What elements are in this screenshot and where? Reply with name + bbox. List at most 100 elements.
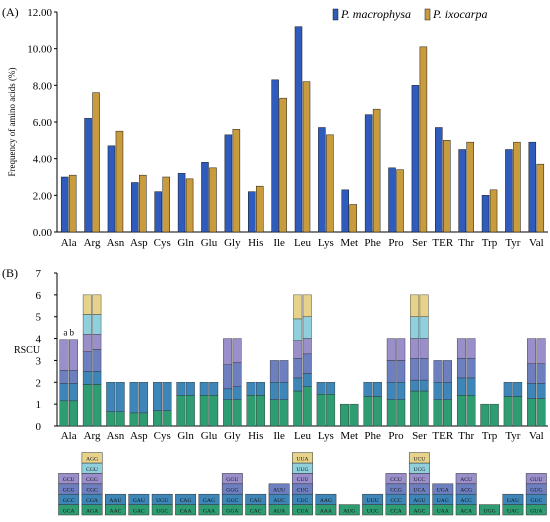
codon-label: GUG xyxy=(530,488,542,494)
x-tick-label: Tyr xyxy=(505,430,520,442)
bar-p-ixocarpa xyxy=(372,108,381,233)
rscu-segment-ugc xyxy=(153,410,162,427)
rscu-segment-ggu xyxy=(223,338,233,366)
rscu-segment-aca xyxy=(456,395,466,427)
codon-label: ACU xyxy=(460,477,472,483)
rscu-segment-guu xyxy=(536,338,546,364)
rscu-segment-ggg xyxy=(223,364,233,390)
codon-label: UAU xyxy=(507,498,519,504)
rscu-segment-cuc xyxy=(302,373,312,387)
x-tick-label: Pro xyxy=(388,237,404,249)
rscu-segment-acu xyxy=(466,338,476,359)
codon-label: AGA xyxy=(86,508,98,514)
x-tick-label: Thr xyxy=(458,430,474,442)
bar-p-ixocarpa xyxy=(162,176,170,233)
codon-label: CCG xyxy=(390,488,402,494)
rscu-segment-cgu xyxy=(92,314,102,335)
codon-label: UCA xyxy=(413,488,425,494)
codon-label: UAA xyxy=(437,508,449,514)
codon-cell xyxy=(128,493,150,505)
codon-cell xyxy=(432,483,454,495)
codon-label: CAC xyxy=(250,508,262,514)
x-tick-label: Gln xyxy=(177,237,194,249)
x-tick-label: Leu xyxy=(294,430,312,442)
rscu-segment-ucg xyxy=(419,316,429,339)
codon-label: CUC xyxy=(297,498,309,504)
rscu-segment-cga xyxy=(82,371,92,385)
codon-label: CUG xyxy=(297,488,309,494)
bar-p-macrophysa xyxy=(341,189,350,233)
rscu-segment-ccg xyxy=(396,360,406,383)
y-axis-label: Frequency of amino acids (%) xyxy=(7,68,17,177)
codon-label: UUC xyxy=(367,508,379,514)
codon-label: GCA xyxy=(63,508,75,514)
rscu-segment-gcg xyxy=(68,370,78,384)
rscu-segment-gcc xyxy=(68,383,78,402)
rscu-segment-uau xyxy=(513,382,523,397)
rscu-segment-gua xyxy=(536,398,546,427)
rscu-segment-acu xyxy=(456,338,466,359)
bar-p-ixocarpa xyxy=(139,174,147,233)
rscu-segment-gcu xyxy=(68,339,78,371)
rscu-segment-uug xyxy=(302,316,312,339)
rscu-segment-cuc xyxy=(293,377,303,392)
rscu-segment-uag xyxy=(433,382,443,400)
y-tick-label: 12.00 xyxy=(27,7,52,19)
rscu-segment-caa xyxy=(176,395,186,427)
codon-cell xyxy=(479,504,500,516)
bar-p-macrophysa xyxy=(294,26,303,233)
rscu-segment-aag xyxy=(316,382,326,395)
rscu-segment-uug xyxy=(293,318,303,341)
rscu-segment-uca xyxy=(410,358,420,381)
codon-cell xyxy=(198,493,220,505)
rscu-segment-acg xyxy=(456,358,466,379)
codon-label: ACA xyxy=(460,508,472,514)
x-tick-label: Leu xyxy=(294,237,312,249)
bar-p-ixocarpa xyxy=(536,163,545,233)
y-tick-label: 3 xyxy=(36,355,42,367)
bar-p-ixocarpa xyxy=(443,140,451,233)
rscu-segment-ccu xyxy=(386,338,396,361)
rscu-segment-auu xyxy=(279,360,289,383)
rscu-segment-ggu xyxy=(232,338,242,363)
x-tick-label: Thr xyxy=(458,237,474,249)
rscu-segment-uua xyxy=(302,294,312,317)
bar-p-ixocarpa xyxy=(92,92,100,233)
x-tick-label: Val xyxy=(529,430,544,442)
rscu-segment-uuc xyxy=(363,396,373,427)
codon-cell xyxy=(245,493,267,505)
rscu-segment-aag xyxy=(326,382,336,395)
codon-label: GUU xyxy=(530,477,542,483)
rscu-segment-gga xyxy=(223,399,233,427)
codon-cell xyxy=(385,473,407,485)
rscu-segment-ggc xyxy=(232,386,242,400)
rscu-segment-aua xyxy=(269,399,279,427)
codon-label: AUA xyxy=(273,508,285,514)
bar-p-macrophysa xyxy=(247,191,256,233)
rscu-segment-aga xyxy=(82,384,92,427)
x-tick-label: Gly xyxy=(224,430,241,442)
rscu-segment-uca xyxy=(419,358,429,381)
rscu-segment-ccu xyxy=(396,338,406,361)
codon-label: AAU xyxy=(109,498,121,504)
legend-label: P. ixocarpa xyxy=(432,7,487,21)
rscu-segment-gau xyxy=(129,382,139,414)
codon-label: UAC xyxy=(507,508,519,514)
rscu-segment-agc xyxy=(419,390,429,427)
rscu-segment-auu xyxy=(269,360,279,383)
codon-label: GAC xyxy=(133,508,145,514)
rscu-segment-uac xyxy=(513,396,523,427)
x-tick-label: Cys xyxy=(154,430,171,442)
rscu-segment-gug xyxy=(536,363,546,384)
rscu-segment-uuc xyxy=(372,396,382,427)
codon-cell xyxy=(81,452,103,464)
rscu-segment-gac xyxy=(139,412,149,427)
codon-label: CGC xyxy=(86,488,98,494)
rscu-segment-cgu xyxy=(82,314,92,335)
x-tick-label: Asp xyxy=(130,237,148,249)
rscu-segment-cua xyxy=(302,386,312,427)
rscu-segment-cgg xyxy=(82,334,92,352)
rscu-segment-ucu xyxy=(410,294,420,317)
panel-a-label: (A) xyxy=(2,5,19,19)
x-tick-label: Asn xyxy=(107,430,125,442)
